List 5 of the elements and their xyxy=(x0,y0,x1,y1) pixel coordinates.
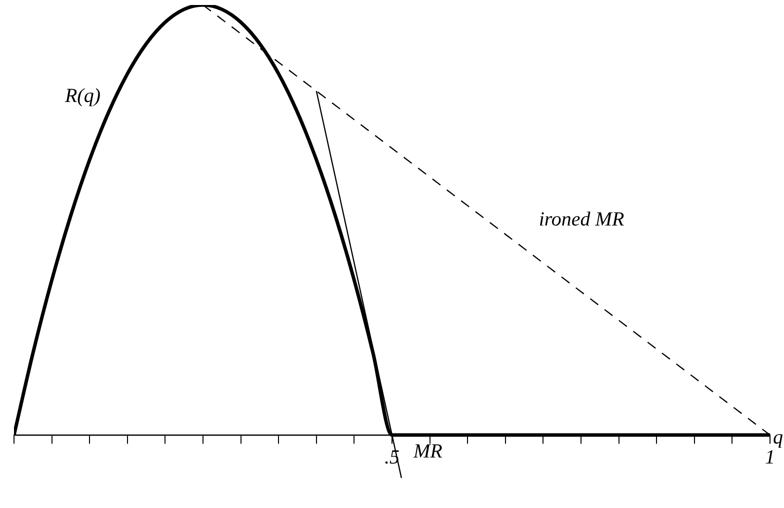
series-label: ironed MR xyxy=(538,208,624,230)
x-tick-label: 1 xyxy=(765,446,775,468)
x-axis-title: q xyxy=(773,426,783,448)
series-label: R(q) xyxy=(64,84,101,107)
series-label: MR xyxy=(412,440,442,462)
